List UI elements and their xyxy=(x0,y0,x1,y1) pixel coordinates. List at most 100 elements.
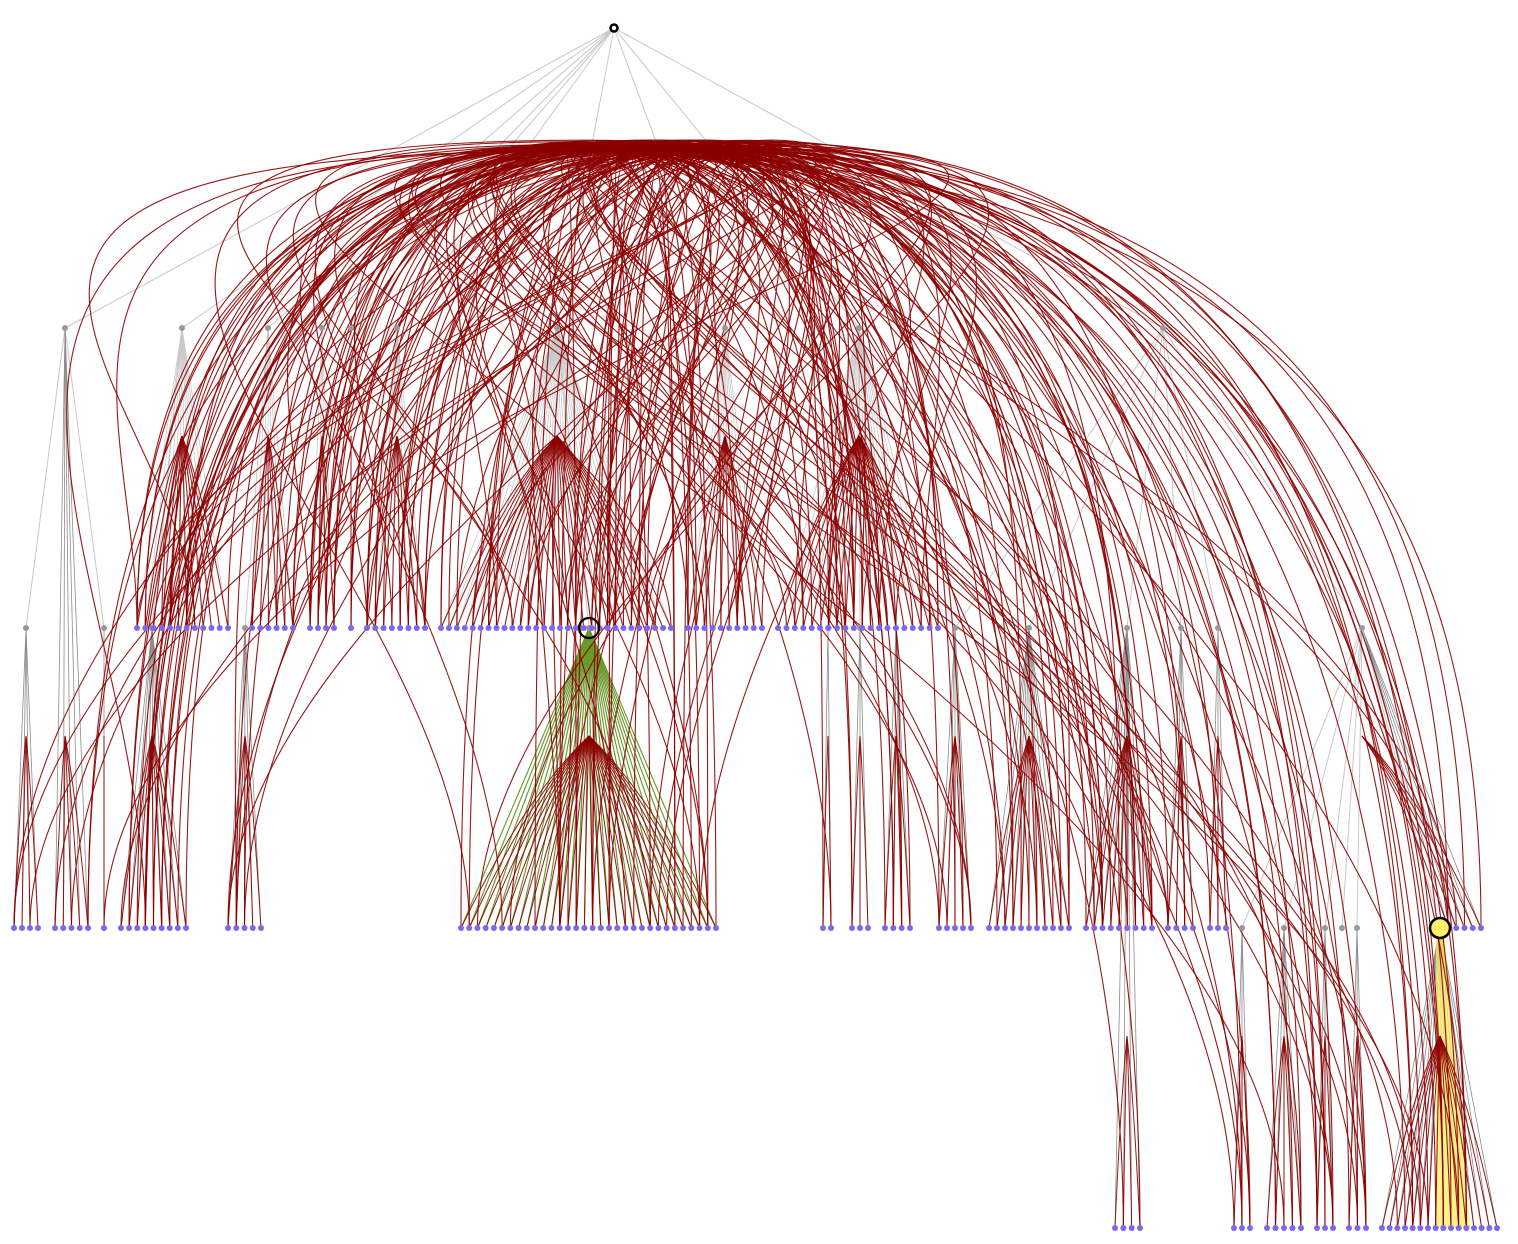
tree-edge xyxy=(556,327,672,629)
tree-edge xyxy=(1266,927,1285,1229)
highlight-edge xyxy=(485,627,590,929)
leaf-node xyxy=(525,625,532,631)
tree-edge xyxy=(556,327,624,629)
bundled-dependency-edges xyxy=(13,139,1498,1229)
dependency-edge xyxy=(475,148,1326,1229)
leaf-node xyxy=(1099,925,1106,931)
leaf-node xyxy=(1137,1225,1143,1231)
dependency-edge xyxy=(542,735,590,929)
leaf-node xyxy=(935,625,941,631)
dependency-edge xyxy=(393,145,1318,1229)
selection-rings xyxy=(577,616,1452,940)
leaf-node xyxy=(1281,1225,1287,1231)
leaf-node xyxy=(1058,925,1064,931)
dependency-edge xyxy=(519,435,558,629)
highlight-edge xyxy=(460,627,590,929)
leaf-node xyxy=(564,925,571,931)
leaf-node xyxy=(660,625,667,631)
tree-edge xyxy=(1389,927,1441,1229)
dependency-edge xyxy=(588,735,610,929)
tree-edge xyxy=(858,327,939,629)
dependency-edge xyxy=(1404,1035,1441,1229)
dependency-edge xyxy=(1419,1035,1441,1229)
group-node xyxy=(1339,925,1345,931)
dependency-edge xyxy=(267,435,294,629)
dependency-edge xyxy=(25,735,31,929)
dependency-edge xyxy=(687,435,726,629)
leaf-node xyxy=(1386,1225,1393,1231)
dependency-edge xyxy=(64,735,89,929)
dependency-edge xyxy=(128,735,153,929)
tree-edge xyxy=(151,627,179,929)
tree-edge xyxy=(244,627,262,929)
group-node xyxy=(554,325,560,331)
leaf-node xyxy=(11,925,17,931)
tree-edge xyxy=(954,327,1164,629)
leaf-node xyxy=(1128,1225,1135,1231)
dependency-edge xyxy=(1028,735,1046,929)
tree-edge xyxy=(827,327,860,629)
leaf-node xyxy=(1448,1225,1454,1231)
leaf-node xyxy=(1026,925,1032,931)
leaf-node xyxy=(1124,925,1131,931)
highlight-edge xyxy=(588,627,618,929)
dependency-edge xyxy=(1028,735,1062,929)
tree-edge xyxy=(1162,327,1363,629)
dependency-edge xyxy=(292,140,678,629)
leaf-node xyxy=(1231,1225,1237,1231)
leaf-node xyxy=(474,925,481,931)
dependency-edge xyxy=(858,435,922,629)
dependency-edge xyxy=(243,145,759,929)
dependency-edge xyxy=(556,435,577,629)
dependency-edge xyxy=(946,735,956,929)
leaf-node xyxy=(485,625,492,631)
leaf-node xyxy=(859,625,866,631)
leaf-node xyxy=(200,625,207,631)
dependency-edge xyxy=(64,735,81,929)
leaf-node xyxy=(249,925,256,931)
leaf-node xyxy=(445,625,452,631)
leaf-node xyxy=(1107,925,1114,931)
dependency-edge xyxy=(374,147,830,629)
dependency-edge xyxy=(534,735,590,929)
tree-edge xyxy=(136,327,183,629)
leaf-node xyxy=(671,925,678,931)
leaf-node xyxy=(1018,925,1024,931)
dependency-edge xyxy=(1316,1035,1326,1229)
leaf-node xyxy=(532,925,539,931)
leaf-node xyxy=(884,625,891,631)
dependency-edge xyxy=(494,147,738,629)
leaf-node xyxy=(849,925,855,931)
dependency-edge xyxy=(1180,735,1194,929)
dependency-edge xyxy=(62,735,66,929)
group-node xyxy=(1239,925,1245,931)
leaf-node xyxy=(573,925,580,931)
group-node xyxy=(242,625,248,631)
leaf-node xyxy=(19,925,25,931)
dependency-edge xyxy=(844,435,860,629)
dependency-edge xyxy=(460,735,590,929)
leaf-node xyxy=(638,925,645,931)
leaf-node xyxy=(828,925,834,931)
leaf-node xyxy=(183,925,189,931)
leaf-node-selected-yellow xyxy=(1428,916,1452,940)
tree-edge xyxy=(251,327,269,629)
dependency-edge xyxy=(366,141,830,629)
leaf-node xyxy=(523,925,530,931)
highlight-edge xyxy=(588,627,717,929)
leaf-node xyxy=(233,925,240,931)
leaf-node xyxy=(817,625,824,631)
dependency-edge xyxy=(396,435,409,629)
group-node xyxy=(1215,625,1221,631)
leaf-node xyxy=(1215,925,1221,931)
leaf-node xyxy=(701,625,708,631)
tree-edge xyxy=(54,327,66,929)
leaf-node xyxy=(1478,925,1484,931)
leaf-node xyxy=(907,925,913,931)
tree-edge xyxy=(1028,627,1046,929)
leaf-node xyxy=(693,625,700,631)
group-node xyxy=(952,625,958,631)
leaf-node xyxy=(364,625,370,631)
leaf-node xyxy=(680,925,687,931)
highlight-edge xyxy=(588,627,684,929)
